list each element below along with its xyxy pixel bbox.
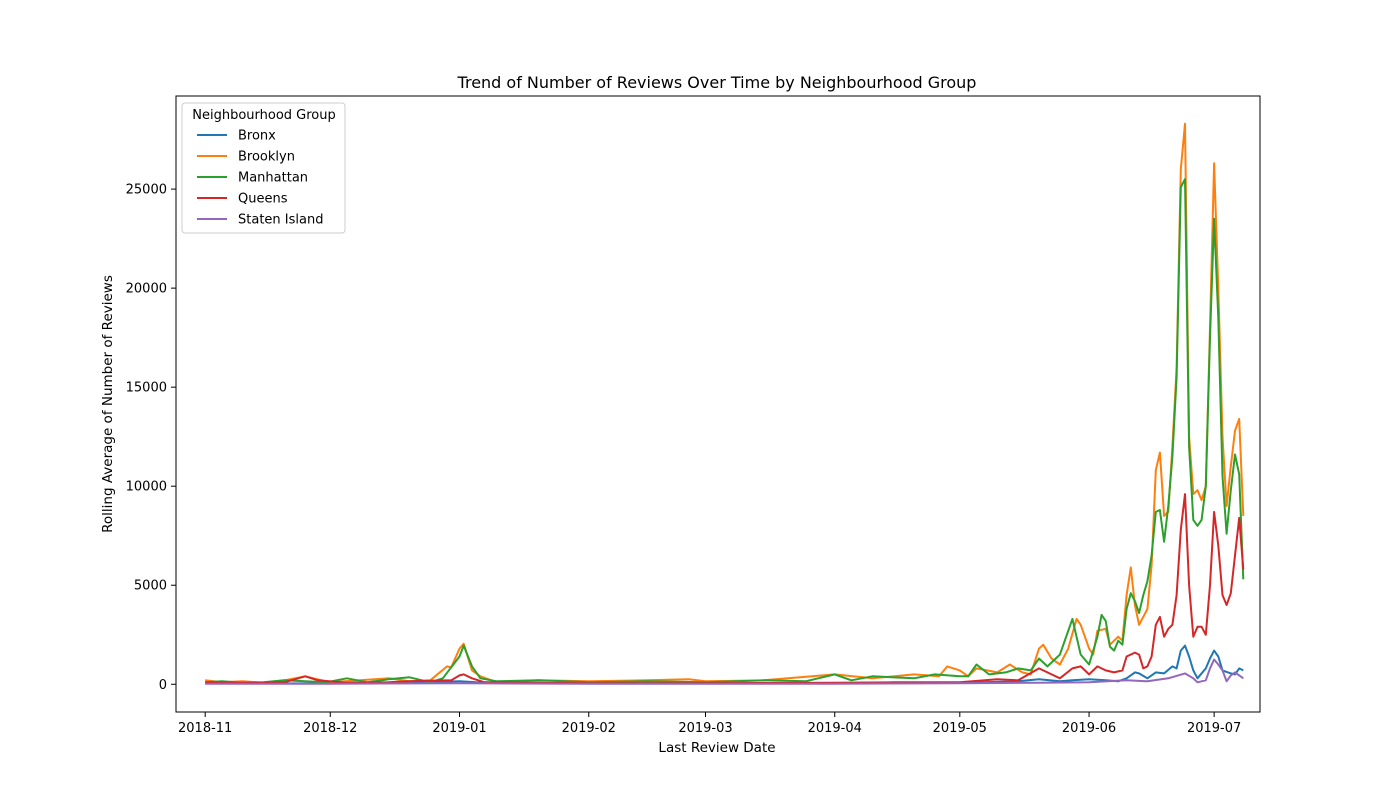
y-tick-label: 15000: [126, 381, 167, 396]
y-tick-label: 5000: [134, 579, 167, 594]
chart-title: Trend of Number of Reviews Over Time by …: [457, 73, 977, 92]
x-tick-label: 2019-04: [808, 721, 862, 736]
legend-label-bronx: Bronx: [238, 129, 276, 144]
plot-area: [175, 95, 1261, 713]
legend-label-staten-island: Staten Island: [238, 213, 323, 228]
y-tick-label: 20000: [126, 282, 167, 297]
x-tick-label: 2018-11: [178, 721, 232, 736]
y-tick-label: 10000: [126, 480, 167, 495]
series-lines: [205, 122, 1245, 685]
series-line-staten-island: [205, 658, 1244, 685]
legend-label-queens: Queens: [238, 192, 288, 207]
x-tick-label: 2019-01: [432, 721, 486, 736]
legend-label-brooklyn: Brooklyn: [238, 150, 295, 165]
y-axis: 0 5000 10000 15000 20000 25000: [126, 183, 176, 693]
x-tick-label: 2019-05: [933, 721, 987, 736]
x-axis-title: Last Review Date: [658, 740, 775, 756]
legend-label-manhattan: Manhattan: [238, 171, 308, 186]
legend-title: Neighbourhood Group: [192, 108, 336, 123]
series-line-manhattan: [205, 178, 1245, 684]
y-tick-label: 25000: [126, 183, 167, 198]
series-line-queens: [205, 493, 1245, 685]
y-axis-title: Rolling Average of Number of Reviews: [100, 275, 116, 533]
series-line-bronx: [205, 644, 1244, 685]
legend-entries: Bronx Brooklyn Manhattan Queens Staten Islan…: [197, 129, 323, 228]
x-tick-label: 2019-02: [562, 721, 616, 736]
x-tick-label: 2019-03: [678, 721, 732, 736]
x-tick-label: 2019-06: [1062, 721, 1116, 736]
x-tick-label: 2019-07: [1187, 721, 1241, 736]
series-line-brooklyn: [205, 122, 1245, 684]
x-axis: 2018-11 2018-12 2019-01 2019-02 2019-03 2019-…: [178, 712, 1241, 736]
legend: Neighbourhood Group Bronx Brooklyn Manhatt…: [181, 102, 346, 234]
x-tick-label: 2018-12: [303, 721, 357, 736]
y-tick-label: 0: [159, 678, 167, 693]
